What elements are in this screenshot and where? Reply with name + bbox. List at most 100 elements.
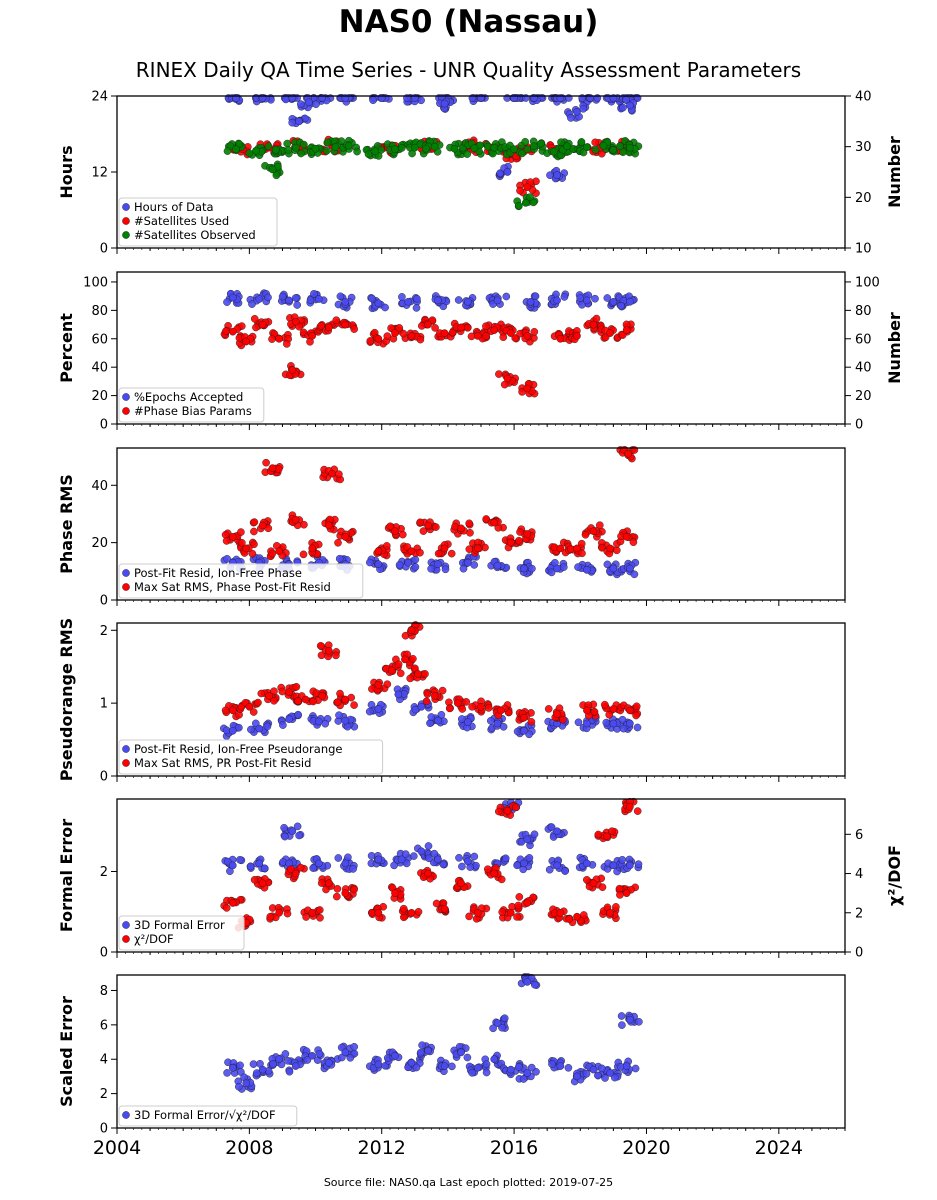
data-point [626, 861, 634, 870]
data-point [324, 521, 333, 530]
data-point [516, 528, 524, 536]
data-point [232, 145, 240, 153]
data-point [249, 1060, 258, 1068]
data-point [350, 885, 358, 894]
data-point [414, 908, 423, 916]
legend-box [118, 197, 278, 247]
data-point [285, 715, 293, 724]
data-point [440, 329, 449, 337]
y-right-tick-label: 20 [855, 389, 872, 404]
y-tick-label: 12 [91, 166, 108, 181]
data-point [591, 145, 600, 154]
data-point [250, 314, 259, 323]
data-point [448, 1062, 456, 1071]
data-point [245, 149, 254, 157]
data-point [589, 527, 598, 536]
legend-label: Hours of Data [134, 200, 214, 214]
data-point [280, 824, 288, 832]
data-point [573, 544, 581, 553]
data-point [350, 1043, 359, 1051]
data-point [589, 1065, 598, 1074]
data-point [424, 1046, 432, 1055]
data-point [346, 1054, 355, 1062]
y-tick-label: 60 [91, 332, 108, 347]
data-point [391, 329, 399, 337]
data-point [381, 303, 389, 312]
data-point [312, 100, 320, 108]
data-point [292, 683, 301, 691]
data-point [591, 138, 600, 147]
data-point [521, 137, 530, 146]
y-tick-label: 0 [100, 770, 108, 785]
data-point [553, 564, 561, 573]
y-tick-label: 2 [100, 624, 108, 639]
data-point [238, 539, 246, 547]
data-point [506, 538, 515, 547]
data-point [336, 689, 344, 698]
data-point [599, 141, 608, 150]
data-point [493, 1019, 502, 1027]
panel-2: 0 20 40 60 80 100 0 20 40 60 80 100 Percent Number %Ep… [57, 271, 904, 433]
data-point [455, 854, 463, 862]
data-point [503, 807, 512, 815]
y-tick-label: 20 [91, 536, 108, 551]
data-point [308, 909, 317, 917]
data-point [223, 1069, 231, 1077]
data-point [626, 719, 634, 728]
y-axis-label: Percent [57, 313, 76, 383]
y-right-tick-label: 80 [855, 304, 872, 319]
data-point [603, 294, 612, 302]
data-point [502, 292, 511, 301]
data-point [341, 859, 350, 868]
data-point [583, 719, 591, 728]
data-point [603, 560, 612, 569]
data-point [616, 142, 624, 150]
y-tick-label: 6 [100, 1018, 108, 1033]
data-point [223, 555, 231, 563]
data-point [501, 854, 510, 863]
data-point [341, 1048, 350, 1057]
series-2-1 [223, 289, 638, 313]
data-point [482, 322, 490, 331]
data-point [417, 847, 426, 856]
panel-6: 0 2 4 6 8 Scaled Error 3D Formal Error/√χ²/DOF… [57, 973, 846, 1159]
data-point [341, 320, 350, 329]
series-2-2 [220, 313, 635, 398]
data-point [606, 1069, 614, 1077]
data-point [582, 1070, 591, 1078]
data-point [483, 865, 492, 874]
data-point [612, 903, 620, 911]
data-point [391, 145, 399, 153]
data-point [477, 703, 485, 711]
data-point [437, 711, 446, 719]
data-point [496, 169, 505, 177]
data-point [246, 862, 255, 871]
data-point [473, 544, 482, 553]
data-point [618, 856, 627, 864]
data-point [251, 719, 260, 728]
data-point [462, 698, 471, 706]
data-point [484, 704, 493, 712]
data-point [503, 168, 512, 176]
data-point [407, 547, 416, 556]
data-point [434, 855, 442, 864]
data-point [316, 642, 325, 650]
data-point [334, 539, 342, 547]
data-point [293, 301, 302, 309]
data-point [440, 544, 449, 553]
data-point [521, 199, 530, 207]
data-point [523, 835, 532, 844]
data-point [596, 521, 604, 530]
data-point [364, 150, 373, 158]
data-point [335, 711, 343, 720]
data-point [221, 327, 230, 336]
data-point [574, 563, 582, 571]
data-point [263, 722, 272, 731]
data-point [391, 889, 399, 898]
data-point [530, 327, 539, 336]
data-point [526, 193, 534, 201]
data-point [245, 703, 254, 711]
data-point [315, 859, 323, 868]
data-point [242, 1079, 250, 1088]
data-point [288, 366, 297, 374]
